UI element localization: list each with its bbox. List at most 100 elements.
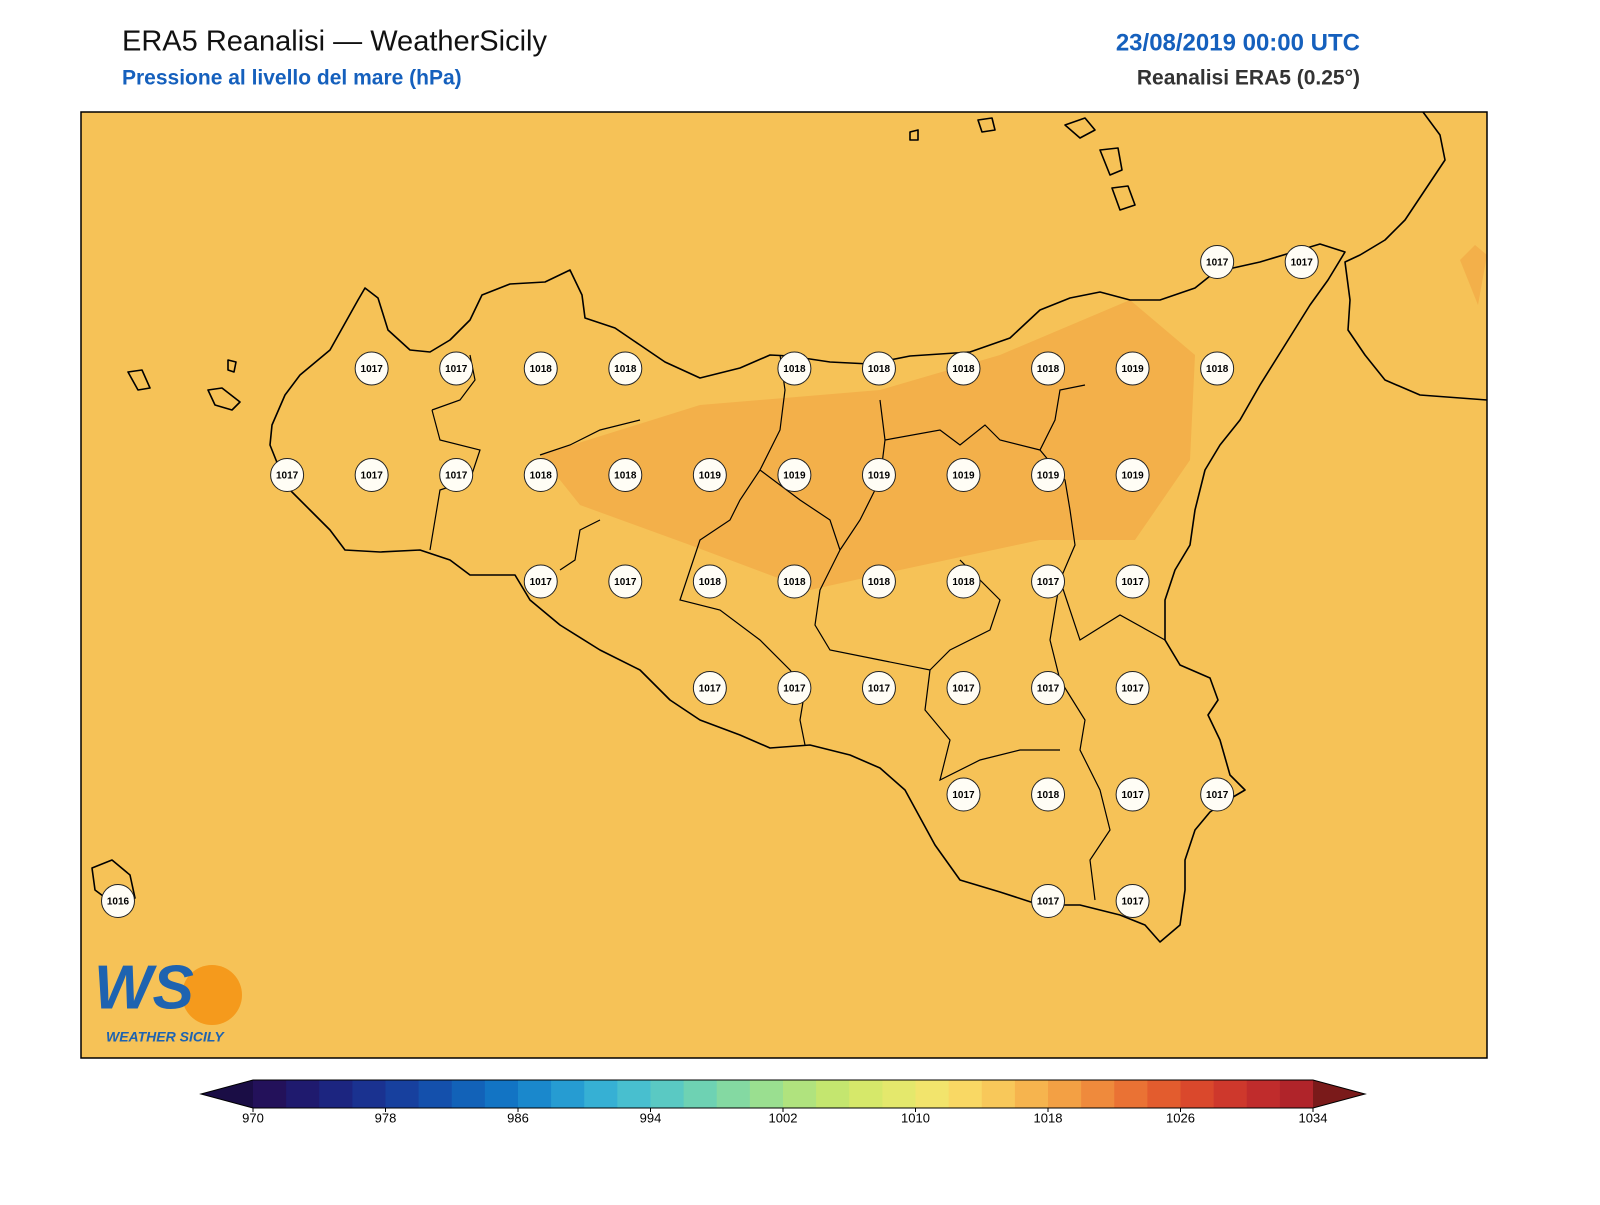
logo-text: WEATHER SICILY: [106, 1029, 225, 1045]
colorbar-bin: [849, 1080, 883, 1108]
station-marker: [608, 458, 643, 492]
station-value: 1017: [952, 684, 975, 695]
station-value: 1018: [952, 577, 975, 588]
colorbar-tick-label: 994: [640, 1110, 662, 1125]
station-value: 1018: [614, 471, 637, 482]
colorbar-tick-label: 970: [242, 1110, 264, 1125]
pressure-area-1019: [540, 300, 1195, 590]
station-marker: [101, 884, 135, 918]
colorbar-bin: [518, 1080, 552, 1108]
colorbar-bin: [948, 1080, 983, 1108]
logo-sun: [182, 965, 242, 1025]
station-marker: [692, 458, 727, 492]
station-value: 1018: [530, 364, 553, 375]
station-value: 1018: [783, 364, 806, 375]
station-marker: [1284, 245, 1319, 279]
station-value: 1017: [361, 471, 384, 482]
station-marker: [1115, 884, 1150, 918]
station-marker: [861, 351, 896, 386]
station-marker: [1200, 351, 1235, 386]
station-marker: [523, 351, 558, 386]
station-marker: [608, 351, 643, 386]
station-marker: [777, 671, 812, 705]
station-marker: [946, 671, 981, 705]
colorbar-tick-label: 1010: [901, 1110, 930, 1125]
station-value: 1018: [1037, 364, 1060, 375]
station-value: 1017: [445, 364, 468, 375]
colorbar-bin: [1213, 1080, 1248, 1108]
station-marker: [946, 777, 981, 812]
colorbar-bin: [1048, 1080, 1082, 1108]
station-value: 1018: [699, 577, 722, 588]
station-marker: [354, 458, 389, 492]
station-value: 1018: [868, 577, 891, 588]
station-value: 1017: [361, 364, 384, 375]
colorbar-bin: [551, 1080, 585, 1108]
station-marker: [946, 564, 981, 599]
colorbar-bin: [816, 1080, 850, 1108]
station-marker: [861, 671, 896, 705]
colorbar-bin: [683, 1080, 718, 1108]
station-value: 1017: [1291, 258, 1314, 269]
station-value: 1018: [614, 364, 637, 375]
station-value: 1017: [1037, 684, 1060, 695]
station-marker: [692, 564, 727, 599]
station-marker: [1115, 777, 1150, 812]
colorbar-bin: [352, 1080, 386, 1108]
station-value: 1017: [1206, 258, 1229, 269]
colorbar-bin: [915, 1080, 950, 1108]
station-marker: [523, 564, 558, 599]
colorbar-bin: [650, 1080, 685, 1108]
station-value: 1017: [699, 684, 722, 695]
colorbar-bin: [253, 1080, 287, 1108]
station-value: 1019: [1121, 364, 1144, 375]
station-marker: [1115, 564, 1150, 599]
station-marker: [1031, 564, 1066, 599]
colorbar-bin: [418, 1080, 453, 1108]
station-marker: [523, 458, 558, 492]
station-marker: [1115, 671, 1150, 705]
colorbar-bin: [319, 1080, 353, 1108]
station-value: 1017: [530, 577, 553, 588]
station-value: 1017: [1037, 577, 1060, 588]
station-marker: [1200, 777, 1235, 812]
colorbar-bin: [1279, 1080, 1314, 1108]
colorbar-tick-label: 986: [507, 1110, 529, 1125]
station-value: 1017: [276, 471, 299, 482]
sicily-coast: [269, 243, 1346, 943]
station-marker: [439, 458, 474, 492]
station-marker: [354, 351, 389, 386]
station-value: 1019: [1121, 471, 1144, 482]
station-marker: [1200, 245, 1235, 279]
date: 23/08/2019 00:00 UTC: [1116, 29, 1360, 56]
colorbar-bin: [981, 1080, 1016, 1108]
colorbar-bin: [882, 1080, 916, 1108]
islands: [91, 117, 1136, 906]
station-value: 1018: [952, 364, 975, 375]
colorbar-bin: [286, 1080, 320, 1108]
station-marker: [946, 458, 981, 492]
station-value: 1017: [952, 790, 975, 801]
source: Reanalisi ERA5 (0.25°): [1137, 67, 1360, 90]
station-marker: [1031, 351, 1066, 386]
station-marker: [777, 351, 812, 386]
map-area: WS WEATHER SICILY: [80, 111, 1488, 1059]
colorbar-tick-label: 1002: [769, 1110, 798, 1125]
colorbar-tick-label: 1018: [1034, 1110, 1063, 1125]
colorbar-bin: [617, 1080, 651, 1108]
station-value: 1019: [952, 471, 975, 482]
colorbar-bin: [1081, 1080, 1115, 1108]
pressure-area-1019: [1460, 245, 1487, 305]
station-value: 1018: [1206, 364, 1229, 375]
station-value: 1019: [699, 471, 722, 482]
station-marker: [1115, 351, 1150, 386]
colorbar-bin: [584, 1080, 618, 1108]
station-value: 1016: [107, 897, 130, 908]
calabria-coast: [1344, 111, 1488, 401]
station-marker: [777, 564, 812, 599]
station-value: 1017: [445, 471, 468, 482]
colorbar-bin: [1147, 1080, 1181, 1108]
colorbar-tick-label: 1034: [1299, 1110, 1328, 1125]
